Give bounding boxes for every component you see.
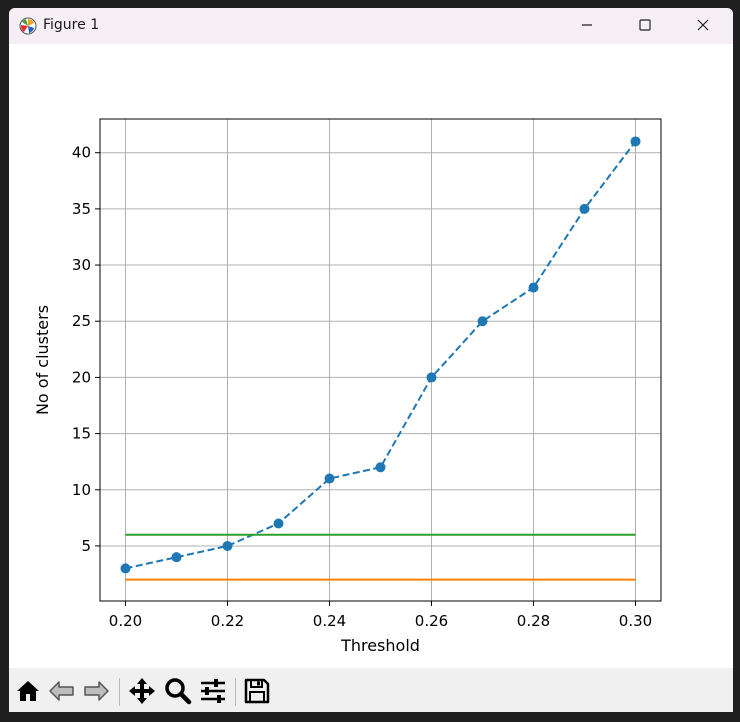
x-tick-label: 0.30: [619, 612, 652, 630]
matplotlib-logo-icon: [19, 17, 37, 35]
configure-subplots-button[interactable]: [198, 676, 228, 706]
y-tick-label: 35: [72, 200, 91, 218]
maximize-button[interactable]: [616, 8, 674, 42]
x-tick-label: 0.24: [313, 612, 346, 630]
series-line-0: [125, 140, 637, 570]
y-tick-label: 15: [72, 425, 91, 443]
home-button[interactable]: [13, 676, 43, 706]
pan-button[interactable]: [127, 676, 157, 706]
y-tick-label: 40: [72, 144, 91, 162]
y-tick-label: 5: [81, 537, 91, 555]
minimize-button[interactable]: [558, 8, 616, 42]
data-point: [630, 136, 641, 147]
y-tick-label: 25: [72, 312, 91, 330]
data-point: [324, 473, 335, 484]
toolbar-separator: [235, 678, 236, 706]
navigation-toolbar: [9, 668, 733, 712]
x-tick-label: 0.28: [517, 612, 550, 630]
pan-icon: [129, 678, 155, 704]
data-point: [222, 540, 233, 551]
maximize-icon: [639, 19, 651, 31]
forward-arrow-icon: [84, 681, 109, 701]
close-button[interactable]: [674, 8, 732, 42]
data-point: [528, 282, 539, 293]
x-tick-label: 0.20: [109, 612, 142, 630]
data-point: [273, 518, 284, 529]
figure-canvas[interactable]: 0.20 0.22 0.24 0.26 0.28 0.30 5 10 15 20 25 30 35 40 T…: [9, 44, 733, 668]
forward-button[interactable]: [81, 676, 111, 706]
back-arrow-icon: [49, 681, 74, 701]
save-icon: [244, 678, 270, 704]
window-title: Figure 1: [43, 17, 100, 33]
data-point: [120, 563, 131, 574]
zoom-button[interactable]: [163, 676, 193, 706]
x-axis-label: Threshold: [340, 636, 420, 655]
back-button[interactable]: [47, 676, 77, 706]
data-point: [171, 552, 182, 563]
save-button[interactable]: [242, 676, 272, 706]
zoom-icon: [165, 678, 192, 705]
configure-subplots-icon: [201, 679, 225, 703]
data-point: [426, 372, 437, 383]
data-point: [375, 462, 386, 473]
data-point: [477, 316, 488, 327]
y-axis-label: No of clusters: [33, 305, 52, 415]
data-point: [579, 203, 590, 214]
close-icon: [697, 19, 709, 31]
toolbar-separator: [119, 678, 120, 706]
line-chart: 0.20 0.22 0.24 0.26 0.28 0.30 5 10 15 20 25 30 35 40 T…: [33, 118, 662, 655]
y-tick-label: 30: [72, 256, 91, 274]
home-icon: [17, 681, 39, 701]
x-tick-label: 0.22: [211, 612, 244, 630]
title-bar[interactable]: Figure 1: [9, 8, 733, 44]
figure-window: Figure 1 0.20 0.22 0.24 0.26 0.28 0.30 5 10 15 20…: [9, 8, 733, 712]
axes-frame: [99, 118, 662, 602]
y-tick-label: 20: [72, 368, 91, 386]
x-tick-label: 0.26: [415, 612, 448, 630]
minimize-icon: [582, 24, 592, 26]
y-tick-label: 10: [72, 481, 91, 499]
